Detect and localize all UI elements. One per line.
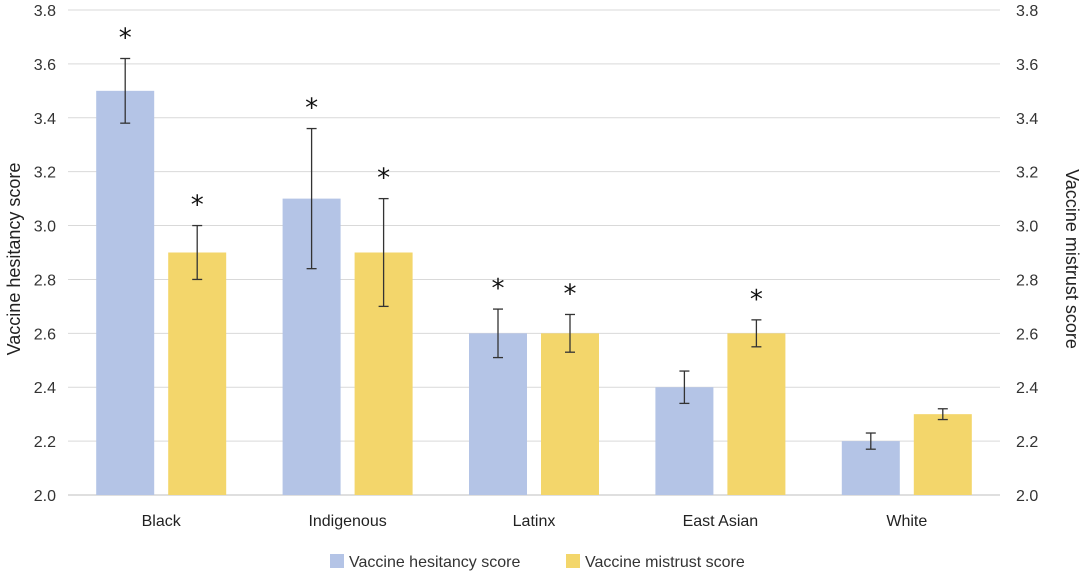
bar-hesitancy-latinx (469, 333, 527, 495)
error-bars (120, 57, 948, 450)
error-bar (565, 313, 575, 353)
y-tick-right-label: 2.0 (1016, 488, 1038, 505)
bar-hesitancy-east-asian (655, 387, 714, 495)
bar-mistrust-white (913, 414, 972, 495)
y-tick-right-label: 3.0 (1016, 219, 1038, 236)
y-tick-left-label: 3.4 (34, 111, 56, 128)
y-tick-left-label: 3.8 (34, 3, 56, 20)
y-axis-left-title: Vaccine hesitancy score (4, 163, 24, 356)
significance-markers: * * * * * * * (119, 24, 763, 315)
error-bar (306, 127, 317, 270)
y-tick-right-label: 2.2 (1016, 434, 1038, 451)
significance-star: * (492, 274, 505, 304)
y-tick-left-label: 2.0 (34, 488, 56, 505)
y-tick-right-label: 3.2 (1016, 165, 1038, 182)
x-tick-label: Latinx (513, 513, 556, 530)
bar-mistrust-latinx (541, 333, 599, 495)
significance-star: * (377, 164, 390, 194)
bar-mistrust-black (168, 252, 227, 495)
significance-star: * (564, 279, 577, 309)
y-tick-right-label: 3.4 (1016, 111, 1038, 128)
error-bar (120, 57, 131, 124)
y-axis-right-title: Vaccine mistrust score (1062, 169, 1082, 349)
axes: 2.0 2.0 2.2 2.2 2.4 2.4 2.6 2.6 2.8 2.8 3.0 3.0 3.2 3… (34, 3, 1039, 530)
error-bar (493, 308, 503, 359)
bar-mistrust-east-asian (727, 333, 786, 495)
error-bar (865, 432, 876, 450)
bar-hesitancy-black (96, 90, 155, 495)
error-bar (751, 319, 762, 348)
x-tick-label: White (886, 513, 927, 530)
significance-star: * (191, 191, 204, 221)
y-tick-left-label: 3.0 (34, 219, 56, 236)
y-tick-left-label: 2.8 (34, 272, 56, 289)
significance-star: * (119, 24, 132, 54)
x-tick-label: Black (142, 513, 182, 530)
error-bar (937, 408, 948, 421)
y-tick-right-label: 3.6 (1016, 57, 1038, 74)
y-tick-left-label: 3.2 (34, 165, 56, 182)
error-bar (679, 370, 690, 405)
y-tick-right-label: 2.4 (1016, 380, 1038, 397)
y-tick-left-label: 2.2 (34, 434, 56, 451)
x-tick-label: Indigenous (308, 513, 386, 530)
legend-swatch-hesitancy (330, 554, 344, 568)
bars (96, 90, 972, 495)
legend: Vaccine hesitancy score Vaccine mistrust… (330, 554, 745, 571)
y-tick-right-label: 3.8 (1016, 3, 1038, 20)
legend-swatch-mistrust (566, 554, 580, 568)
error-bar (378, 197, 389, 308)
y-tick-right-label: 2.8 (1016, 272, 1038, 289)
x-tick-label: East Asian (683, 513, 759, 530)
error-bar (192, 224, 203, 281)
legend-label-mistrust: Vaccine mistrust score (585, 554, 745, 571)
legend-label-hesitancy: Vaccine hesitancy score (349, 554, 520, 571)
y-tick-left-label: 2.6 (34, 326, 56, 343)
significance-star: * (305, 94, 318, 124)
y-tick-left-label: 2.4 (34, 380, 56, 397)
y-tick-right-label: 2.6 (1016, 326, 1038, 343)
y-tick-left-label: 3.6 (34, 57, 56, 74)
significance-star: * (750, 285, 763, 315)
bar-hesitancy-white (841, 441, 900, 495)
